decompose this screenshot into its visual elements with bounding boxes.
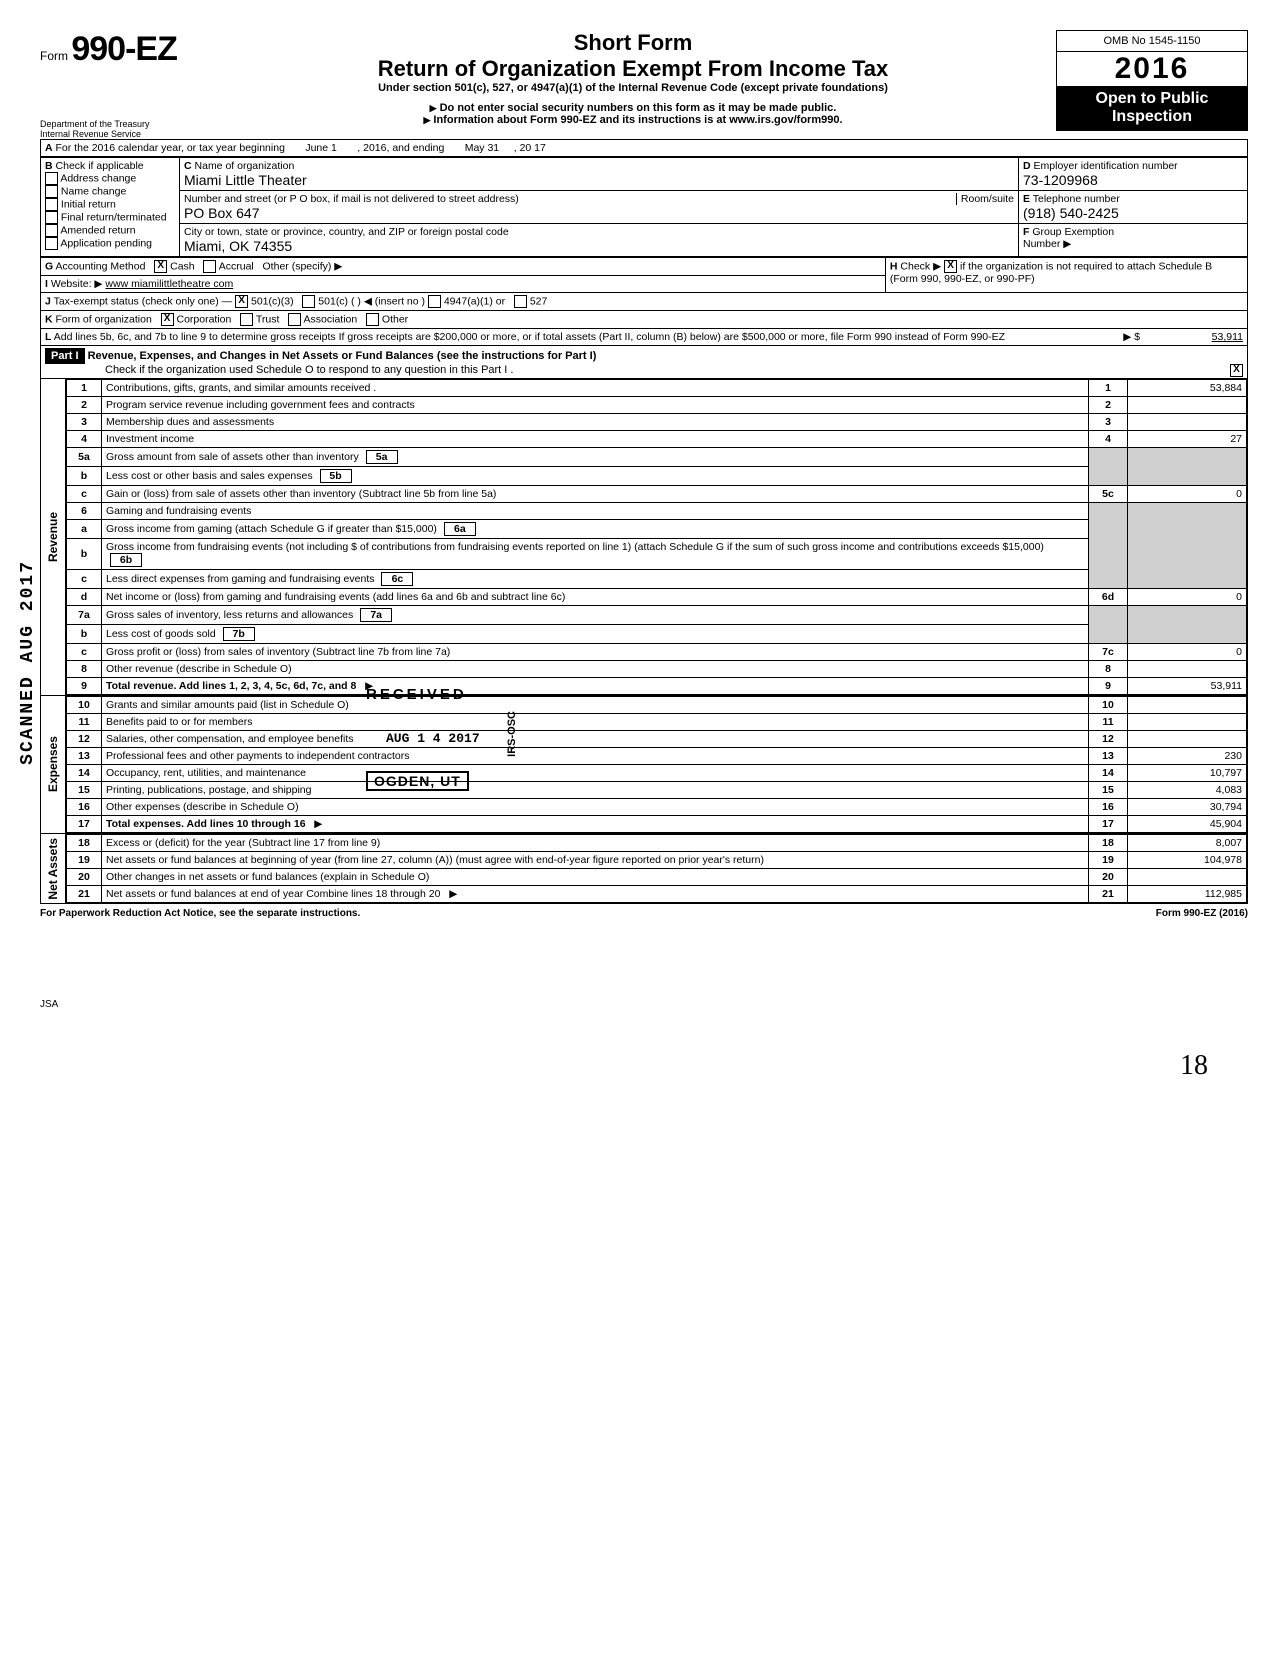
- expenses-side-label: Expenses: [41, 696, 66, 833]
- ein: 73-1209968: [1023, 172, 1098, 188]
- part1-title: Revenue, Expenses, and Changes in Net As…: [88, 350, 597, 362]
- chk-final[interactable]: [45, 211, 58, 224]
- chk-address[interactable]: [45, 172, 58, 185]
- g-label: Accounting Method: [56, 260, 146, 272]
- netassets-table: 18Excess or (deficit) for the year (Subt…: [66, 834, 1247, 903]
- chk-name[interactable]: [45, 185, 58, 198]
- c-name-label: Name of organization: [195, 160, 295, 172]
- date-stamp: AUG 1 4 2017: [386, 731, 480, 746]
- received-stamp: RECEIVED: [366, 686, 467, 703]
- chk-trust[interactable]: [240, 313, 253, 326]
- a-label: For the 2016 calendar year, or tax year …: [56, 142, 285, 154]
- open-public: Open to PublicInspection: [1057, 86, 1247, 130]
- chk-accrual[interactable]: [203, 260, 216, 273]
- room-label: Room/suite: [956, 193, 1014, 205]
- subtitle: Under section 501(c), 527, or 4947(a)(1)…: [210, 82, 1056, 94]
- expenses-section: Expenses RECEIVED AUG 1 4 2017 IRS-OSC O…: [40, 695, 1248, 834]
- omb-number: OMB No 1545-1150: [1057, 31, 1247, 52]
- revenue-side-label: Revenue: [41, 379, 66, 695]
- jsa-mark: JSA: [40, 999, 1248, 1010]
- addr-label: Number and street (or P O box, if mail i…: [184, 193, 519, 205]
- form-number: Form 990-EZ: [40, 30, 210, 69]
- e-label: Telephone number: [1033, 193, 1120, 205]
- part1-label: Part I: [45, 348, 85, 364]
- note-ssn: Do not enter social security numbers on …: [210, 102, 1056, 114]
- l-text: Add lines 5b, 6c, and 7b to line 9 to de…: [54, 331, 1005, 343]
- org-name: Miami Little Theater: [184, 172, 307, 188]
- short-form-title: Short Form: [210, 30, 1056, 56]
- chk-corp[interactable]: X: [161, 313, 174, 326]
- footer: For Paperwork Reduction Act Notice, see …: [40, 904, 1248, 919]
- form-header: Form 990-EZ Department of the Treasury I…: [40, 30, 1248, 139]
- chk-4947[interactable]: [428, 295, 441, 308]
- part1-header: Part I Revenue, Expenses, and Changes in…: [40, 345, 1248, 379]
- revenue-table: 1Contributions, gifts, grants, and simil…: [66, 379, 1247, 695]
- main-title: Return of Organization Exempt From Incom…: [210, 56, 1056, 82]
- chk-assoc[interactable]: [288, 313, 301, 326]
- h-text: Check ▶: [900, 260, 941, 272]
- f-num-label: Number ▶: [1023, 238, 1071, 250]
- chk-amended[interactable]: [45, 224, 58, 237]
- org-info-block: B Check if applicable Address change Nam…: [40, 157, 1248, 257]
- a-end: May 31: [465, 142, 499, 154]
- netassets-section: Net Assets 18Excess or (deficit) for the…: [40, 833, 1248, 904]
- lines-section: Revenue 1Contributions, gifts, grants, a…: [40, 378, 1248, 696]
- a-begin: June 1: [305, 142, 337, 154]
- chk-initial[interactable]: [45, 198, 58, 211]
- form-number-big: 990-EZ: [71, 30, 177, 68]
- chk-other[interactable]: [366, 313, 379, 326]
- chk-pending[interactable]: [45, 237, 58, 250]
- chk-schedB[interactable]: X: [944, 260, 957, 273]
- irs-stamp: IRS-OSC: [506, 711, 518, 757]
- footer-left: For Paperwork Reduction Act Notice, see …: [40, 908, 360, 919]
- chk-cash[interactable]: X: [154, 260, 167, 273]
- form-prefix: Form: [40, 49, 68, 63]
- i-label: Website: ▶: [51, 278, 103, 290]
- f-label: Group Exemption: [1032, 226, 1114, 238]
- part1-check: Check if the organization used Schedule …: [45, 364, 513, 376]
- j-label: Tax-exempt status (check only one) —: [54, 295, 233, 307]
- scanned-stamp: SCANNED AUG 2017: [18, 560, 38, 765]
- website: www miamilittletheatre com: [105, 278, 233, 290]
- a-mid: , 2016, and ending: [357, 142, 444, 154]
- a-yr: , 20 17: [514, 142, 546, 154]
- netassets-side-label: Net Assets: [41, 834, 66, 903]
- g-other: Other (specify) ▶: [263, 260, 343, 272]
- section-a: A For the 2016 calendar year, or tax yea…: [40, 139, 1248, 157]
- b-label: Check if applicable: [56, 160, 144, 172]
- expenses-table: 10Grants and similar amounts paid (list …: [66, 696, 1247, 833]
- ogden-stamp: OGDEN, UT: [366, 771, 469, 791]
- phone: (918) 540-2425: [1023, 205, 1119, 221]
- initials: 18: [40, 1010, 1248, 1082]
- chk-501c[interactable]: [302, 295, 315, 308]
- city-label: City or town, state or province, country…: [184, 226, 509, 238]
- footer-right: Form 990-EZ (2016): [1156, 908, 1248, 919]
- chk-527[interactable]: [514, 295, 527, 308]
- dept-label: Department of the Treasury Internal Reve…: [40, 119, 210, 139]
- note-info: Information about Form 990-EZ and its in…: [210, 114, 1056, 126]
- d-label: Employer identification number: [1034, 160, 1178, 172]
- ghijkl-block: G Accounting Method X Cash Accrual Other…: [40, 257, 1248, 346]
- gross-receipts: 53,911: [1143, 331, 1243, 343]
- tax-year: 2016: [1057, 52, 1247, 86]
- omb-box: OMB No 1545-1150 2016 Open to PublicInsp…: [1056, 30, 1248, 131]
- org-city: Miami, OK 74355: [184, 238, 292, 254]
- k-label: Form of organization: [56, 313, 152, 325]
- l-arrow: ▶ $: [1123, 331, 1140, 343]
- chk-501c3[interactable]: X: [235, 295, 248, 308]
- chk-schedO[interactable]: X: [1230, 364, 1243, 377]
- org-address: PO Box 647: [184, 205, 260, 221]
